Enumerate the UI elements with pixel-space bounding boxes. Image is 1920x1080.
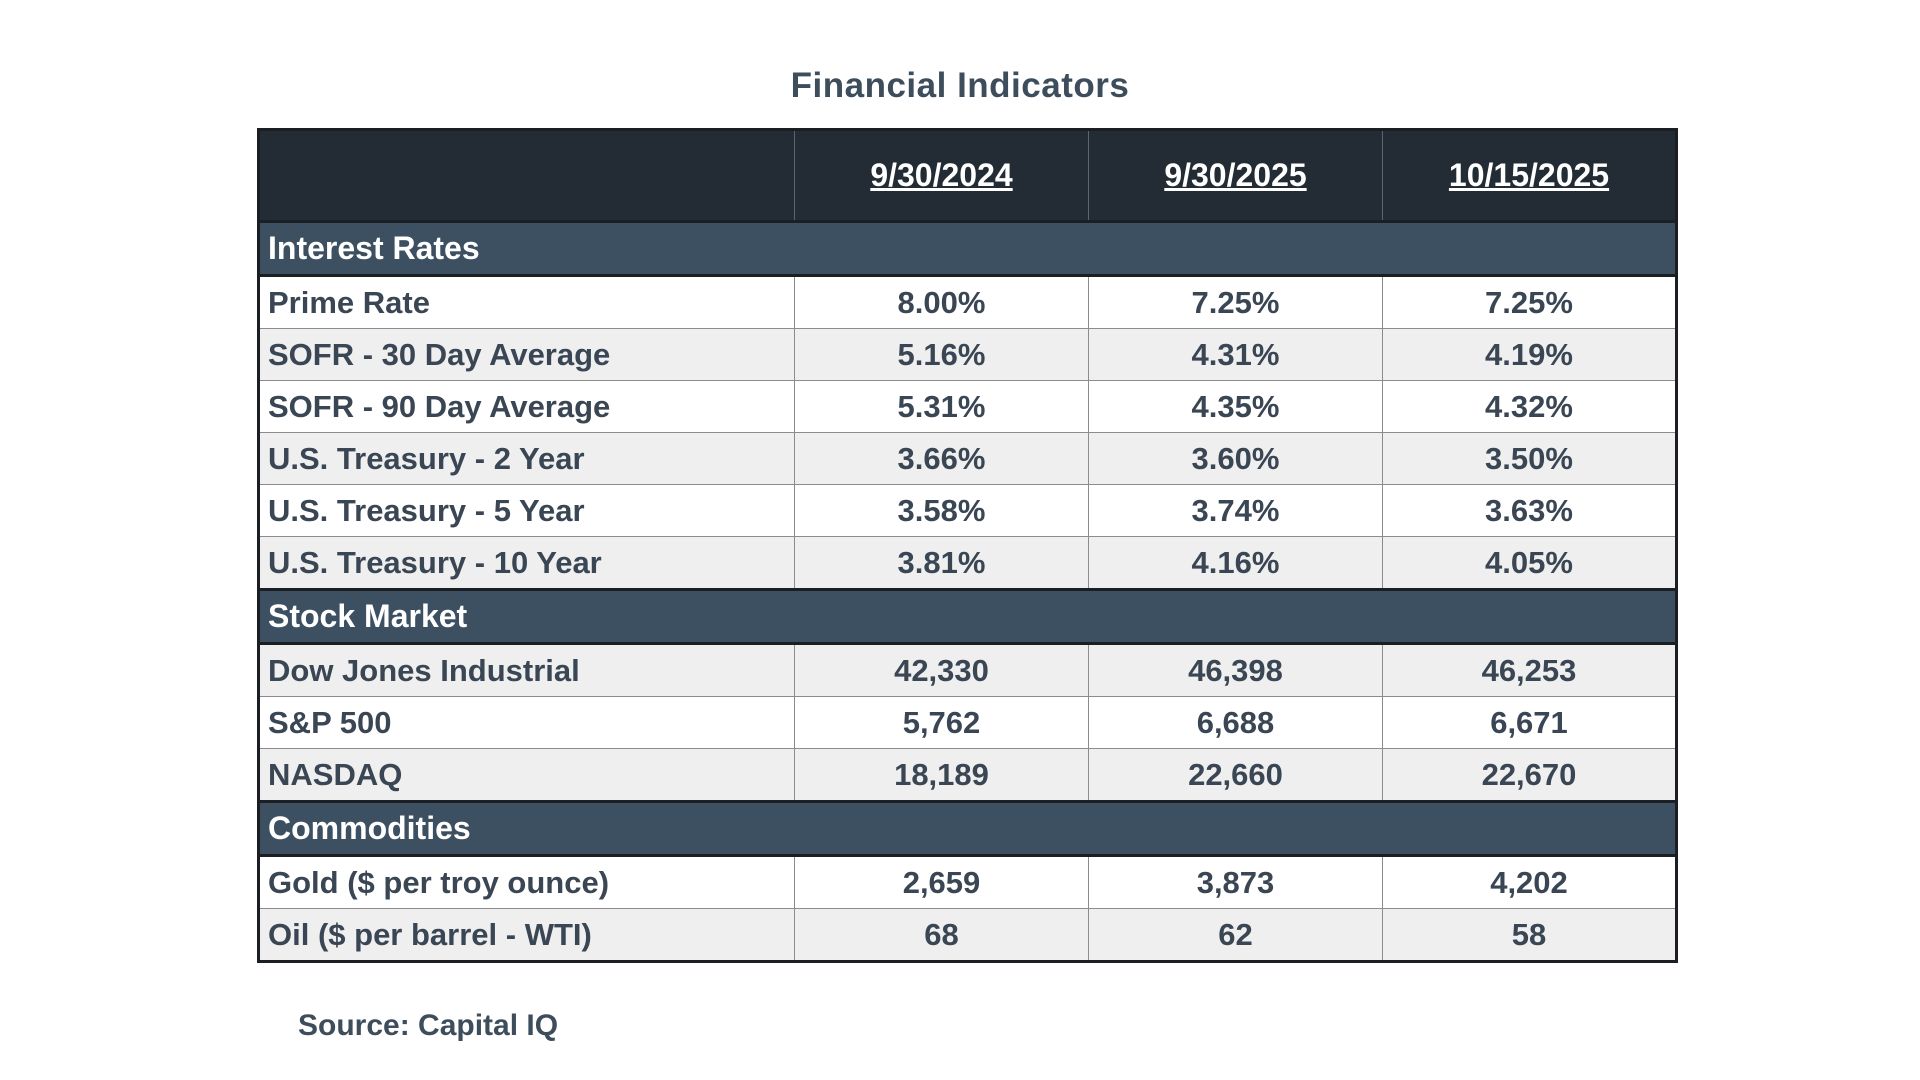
table-row: U.S. Treasury - 2 Year 3.66% 3.60% 3.50% — [258, 432, 1677, 485]
cell-value: 7.25% — [1382, 275, 1677, 329]
cell-value: 5.31% — [794, 380, 1089, 433]
table-row: Dow Jones Industrial 42,330 46,398 46,25… — [258, 643, 1677, 697]
cell-value: 4.16% — [1088, 536, 1383, 590]
cell-value: 62 — [1088, 908, 1383, 962]
cell-value: 7.25% — [1088, 275, 1383, 329]
row-label: Dow Jones Industrial — [258, 643, 795, 697]
cell-value: 58 — [1382, 908, 1677, 962]
table-row: Oil ($ per barrel - WTI) 68 62 58 — [258, 908, 1677, 962]
cell-value: 4,202 — [1382, 855, 1677, 909]
cell-value: 5.16% — [794, 328, 1089, 381]
cell-value: 3.63% — [1382, 484, 1677, 537]
row-label: Oil ($ per barrel - WTI) — [258, 908, 795, 962]
row-label: Prime Rate — [258, 275, 795, 329]
row-label: U.S. Treasury - 10 Year — [258, 536, 795, 590]
table-row: Prime Rate 8.00% 7.25% 7.25% — [258, 275, 1677, 329]
section-row-interest-rates: Interest Rates — [258, 220, 1677, 277]
source-note: Source: Capital IQ — [298, 1009, 559, 1042]
cell-value: 4.32% — [1382, 380, 1677, 433]
cell-value: 4.19% — [1382, 328, 1677, 381]
cell-value: 3.66% — [794, 432, 1089, 485]
cell-value: 8.00% — [794, 275, 1089, 329]
cell-value: 4.05% — [1382, 536, 1677, 590]
cell-value: 3.58% — [794, 484, 1089, 537]
cell-value: 46,253 — [1382, 643, 1677, 697]
cell-value: 3.74% — [1088, 484, 1383, 537]
cell-value: 68 — [794, 908, 1089, 962]
row-label: U.S. Treasury - 5 Year — [258, 484, 795, 537]
row-label: U.S. Treasury - 2 Year — [258, 432, 795, 485]
column-header-row: 9/30/2024 9/30/2025 10/15/2025 — [258, 129, 1677, 222]
row-label: Gold ($ per troy ounce) — [258, 855, 795, 909]
table-row: Gold ($ per troy ounce) 2,659 3,873 4,20… — [258, 855, 1677, 909]
table-row: S&P 500 5,762 6,688 6,671 — [258, 696, 1677, 749]
row-label: SOFR - 30 Day Average — [258, 328, 795, 381]
section-row-stock-market: Stock Market — [258, 588, 1677, 645]
column-header-date: 9/30/2024 — [794, 129, 1089, 222]
section-title: Commodities — [258, 800, 1677, 857]
section-title: Interest Rates — [258, 220, 1677, 277]
table-row: SOFR - 30 Day Average 5.16% 4.31% 4.19% — [258, 328, 1677, 381]
section-title: Stock Market — [258, 588, 1677, 645]
cell-value: 42,330 — [794, 643, 1089, 697]
cell-value: 4.35% — [1088, 380, 1383, 433]
cell-value: 6,688 — [1088, 696, 1383, 749]
financial-indicators-table: 9/30/2024 9/30/2025 10/15/2025 Interest … — [257, 128, 1678, 963]
cell-value: 3.60% — [1088, 432, 1383, 485]
cell-value: 22,670 — [1382, 748, 1677, 802]
cell-value: 46,398 — [1088, 643, 1383, 697]
table-row: SOFR - 90 Day Average 5.31% 4.35% 4.32% — [258, 380, 1677, 433]
table-row: U.S. Treasury - 10 Year 3.81% 4.16% 4.05… — [258, 536, 1677, 590]
cell-value: 18,189 — [794, 748, 1089, 802]
row-label: NASDAQ — [258, 748, 795, 802]
column-header-date: 10/15/2025 — [1382, 129, 1677, 222]
section-row-commodities: Commodities — [258, 800, 1677, 857]
table-row: U.S. Treasury - 5 Year 3.58% 3.74% 3.63% — [258, 484, 1677, 537]
table-title: Financial Indicators — [790, 66, 1130, 105]
table-row: NASDAQ 18,189 22,660 22,670 — [258, 748, 1677, 802]
cell-value: 22,660 — [1088, 748, 1383, 802]
cell-value: 3.50% — [1382, 432, 1677, 485]
column-header-date: 9/30/2025 — [1088, 129, 1383, 222]
cell-value: 4.31% — [1088, 328, 1383, 381]
cell-value: 2,659 — [794, 855, 1089, 909]
row-label: SOFR - 90 Day Average — [258, 380, 795, 433]
row-label: S&P 500 — [258, 696, 795, 749]
cell-value: 3,873 — [1088, 855, 1383, 909]
column-header-blank — [258, 129, 795, 222]
cell-value: 5,762 — [794, 696, 1089, 749]
cell-value: 6,671 — [1382, 696, 1677, 749]
cell-value: 3.81% — [794, 536, 1089, 590]
